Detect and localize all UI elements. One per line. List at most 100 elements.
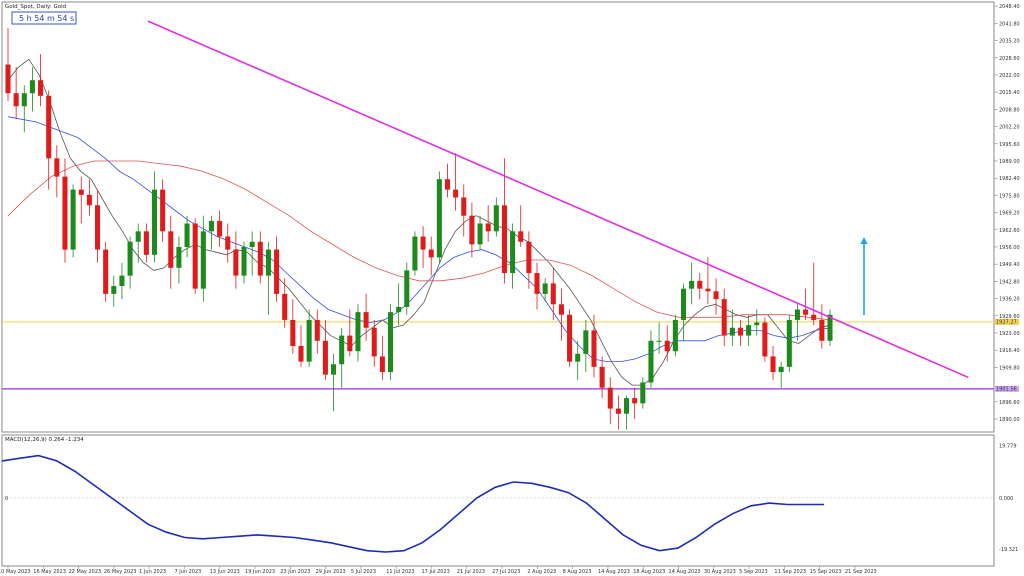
candle — [184, 215, 190, 258]
candle — [819, 304, 825, 349]
time-tick-label: 27 Jul 2023 — [492, 569, 520, 575]
candle-body — [54, 158, 60, 177]
candle-body — [721, 299, 727, 336]
candle-body — [501, 205, 507, 274]
up-arrow-head — [860, 237, 868, 244]
candle-body — [526, 241, 532, 274]
candle-body — [542, 283, 548, 294]
candle — [713, 278, 719, 315]
candle-body — [225, 236, 231, 250]
price-tick-label: 2002.20 — [999, 125, 1020, 131]
time-tick-label: 14 Aug 2023 — [598, 569, 630, 575]
candle-body — [461, 197, 467, 216]
time-axis: 10 May 2023 16 May 2023 22 May 2023 26 May … — [0, 566, 877, 575]
candle — [436, 171, 442, 263]
candle-body — [184, 223, 190, 247]
candle — [640, 377, 646, 409]
candle-body — [697, 280, 703, 289]
candle-body — [306, 319, 312, 362]
macd-zero-left: 0 — [5, 496, 8, 502]
candle-body — [412, 236, 418, 271]
candle — [778, 361, 784, 388]
time-tick-label: 23 Jun 2023 — [280, 569, 310, 575]
candle-body — [754, 322, 760, 326]
candle-body — [575, 353, 581, 362]
price-tick-label: 1923.00 — [999, 331, 1020, 337]
candle — [135, 223, 141, 263]
candle-body — [599, 366, 605, 388]
candle — [803, 288, 809, 320]
candle-body — [168, 231, 174, 268]
candle-body — [103, 249, 109, 294]
candle — [591, 314, 597, 378]
candle — [599, 356, 605, 399]
candle-body — [265, 249, 271, 276]
candle-body — [111, 286, 117, 294]
candle — [339, 327, 345, 388]
time-tick-label: 29 Jun 2023 — [316, 569, 346, 575]
candle — [208, 215, 214, 250]
candle — [624, 395, 630, 430]
candle — [656, 322, 662, 354]
countdown-box — [11, 11, 77, 25]
candle-body — [119, 275, 125, 287]
candle — [770, 346, 776, 380]
time-tick-label: 7 Jun 2023 — [174, 569, 201, 575]
candle — [249, 231, 255, 276]
candle — [648, 330, 654, 388]
moving-averages — [7, 58, 831, 386]
time-tick-label: 8 Aug 2023 — [563, 569, 592, 575]
candle-body — [827, 314, 833, 341]
price-tick-label: 1942.80 — [999, 279, 1020, 285]
candle — [697, 273, 703, 300]
candle-body — [274, 249, 280, 294]
candle — [62, 158, 68, 263]
candle — [54, 145, 60, 198]
price-axis: 2048.40 2041.80 2035.20 2028.60 2022.00 2015.… — [994, 4, 1020, 423]
candle — [558, 288, 564, 341]
candle-body — [160, 189, 166, 232]
candle — [103, 241, 109, 302]
candle — [420, 226, 426, 268]
candle — [737, 319, 743, 346]
time-tick-label: 13 Jun 2023 — [210, 569, 240, 575]
candle-body — [233, 249, 239, 276]
time-tick-label: 15 Sep 2023 — [810, 569, 842, 575]
descending-trendline — [147, 20, 969, 379]
candle-body — [444, 179, 451, 190]
candle — [518, 205, 524, 247]
candle — [257, 231, 263, 284]
candle — [501, 158, 507, 284]
candle-body — [257, 241, 263, 276]
candle-body — [550, 283, 556, 305]
candle — [290, 299, 296, 354]
candle — [453, 153, 459, 211]
candle-body — [729, 327, 735, 336]
candle — [526, 231, 532, 289]
price-tick-label: 1975.80 — [999, 193, 1020, 199]
candle-body — [607, 387, 613, 409]
candle-body — [436, 179, 442, 258]
candle-body — [135, 231, 141, 242]
time-tick-label: 10 May 2023 — [0, 569, 31, 575]
trendline-layer — [147, 20, 969, 379]
candle-body — [387, 312, 394, 373]
candle-body — [778, 366, 784, 373]
candle-body — [363, 312, 369, 328]
candle — [143, 223, 149, 263]
candle-body — [632, 398, 638, 404]
candle — [567, 309, 573, 367]
candle-body — [453, 189, 459, 198]
candle-body — [379, 356, 385, 373]
horizontal-levels — [2, 321, 994, 390]
candle-body — [558, 304, 564, 315]
candle — [21, 85, 27, 133]
candle-body — [567, 314, 573, 362]
candle-body — [640, 382, 646, 404]
macd-line — [1, 454, 824, 553]
current-price-badge-bg — [995, 318, 1019, 325]
candle — [461, 184, 467, 237]
candle — [371, 319, 377, 367]
candle-body — [249, 241, 255, 247]
price-tick-label: 2008.80 — [999, 107, 1020, 113]
